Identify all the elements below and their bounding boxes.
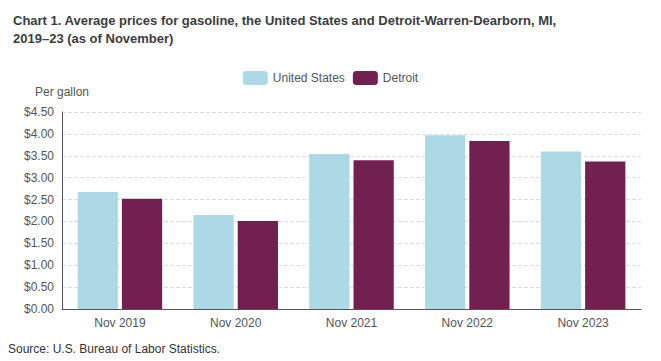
svg-text:$0.50: $0.50 bbox=[24, 280, 54, 294]
svg-text:$4.50: $4.50 bbox=[24, 105, 54, 119]
svg-text:$2.50: $2.50 bbox=[24, 193, 54, 207]
svg-text:$0.00: $0.00 bbox=[24, 302, 54, 316]
svg-text:$3.00: $3.00 bbox=[24, 171, 54, 185]
svg-text:Per gallon: Per gallon bbox=[35, 85, 89, 99]
svg-text:$4.00: $4.00 bbox=[24, 127, 54, 141]
svg-text:Nov 2019: Nov 2019 bbox=[94, 316, 146, 330]
svg-text:Chart 1. Average prices for ga: Chart 1. Average prices for gasoline, th… bbox=[13, 13, 556, 28]
svg-text:Source: U.S. Bureau of Labor S: Source: U.S. Bureau of Labor Statistics. bbox=[8, 342, 220, 356]
svg-text:Nov 2023: Nov 2023 bbox=[557, 316, 609, 330]
svg-text:$2.00: $2.00 bbox=[24, 214, 54, 228]
svg-text:$1.50: $1.50 bbox=[24, 236, 54, 250]
svg-text:Nov 2020: Nov 2020 bbox=[210, 316, 262, 330]
svg-text:$3.50: $3.50 bbox=[24, 149, 54, 163]
svg-text:Nov 2021: Nov 2021 bbox=[326, 316, 378, 330]
svg-text:2019–23 (as of November): 2019–23 (as of November) bbox=[13, 31, 173, 46]
svg-text:$1.00: $1.00 bbox=[24, 258, 54, 272]
svg-text:Detroit: Detroit bbox=[383, 71, 419, 85]
svg-text:Nov 2022: Nov 2022 bbox=[442, 316, 494, 330]
svg-text:United States: United States bbox=[273, 71, 345, 85]
